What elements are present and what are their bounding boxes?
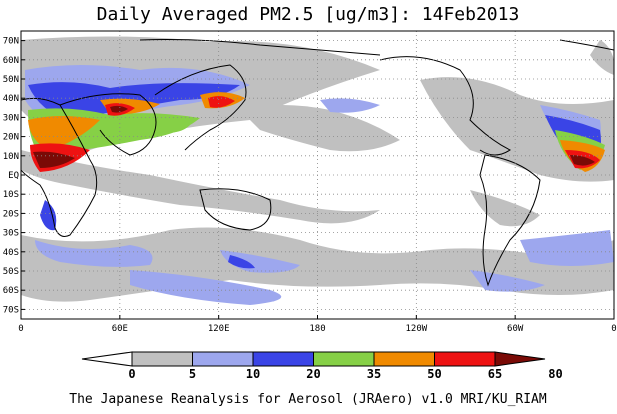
colorbar-box	[434, 351, 496, 367]
east-asia-coast	[154, 64, 247, 151]
colorbar-box	[313, 351, 375, 367]
lat-tick-label: EQ	[8, 171, 19, 181]
colorbar-level-label: 80	[548, 367, 562, 381]
level-80-plus-shading	[33, 105, 595, 168]
lat-tick-label: 10N	[3, 152, 19, 162]
colorbar-box	[192, 351, 254, 367]
latitude-axis: 70N 60N 50N 40N 30N 20N 10N EQ 10S 20S 30S 40S 50S 60…	[3, 37, 25, 315]
lat-tick-label: 40N	[3, 94, 19, 104]
colorbar-labels: 0 5 10 20 35 50 65 80	[128, 367, 562, 381]
chart-title: Daily Averaged PM2.5 [ug/m3]: 14Feb2013	[97, 4, 520, 25]
australia-coast	[199, 188, 272, 231]
colorbar-level-label: 0	[128, 367, 135, 381]
graticule	[21, 31, 614, 319]
colorbar-level-label: 35	[367, 367, 381, 381]
colorbar-level-label: 10	[246, 367, 260, 381]
colorbar-box	[373, 351, 435, 367]
colorbar-high-arrow	[494, 351, 546, 367]
lon-tick-label: 120E	[208, 324, 230, 334]
lat-tick-label: 50S	[3, 267, 19, 277]
lon-tick-label: 60W	[507, 324, 524, 334]
lat-tick-label: 50N	[3, 75, 19, 85]
colorbar-level-label: 5	[189, 367, 196, 381]
longitude-axis: 0 60E 120E 180 120W 60W 0	[18, 315, 617, 334]
lon-tick-label: 60E	[112, 324, 128, 334]
lat-tick-label: 60N	[3, 56, 19, 66]
lat-tick-label: 30S	[3, 229, 19, 239]
lon-tick-label: 0	[611, 324, 616, 334]
lat-tick-label: 10S	[3, 190, 19, 200]
greenland-coast	[559, 39, 614, 51]
arabia-india-coast	[59, 93, 157, 156]
colorbar-level-label: 20	[306, 367, 320, 381]
colorbar-box	[252, 351, 314, 367]
colorbar-box	[131, 351, 193, 367]
colorbar-level-label: 50	[427, 367, 441, 381]
lat-tick-label: 40S	[3, 248, 19, 258]
lat-tick-label: 20N	[3, 133, 19, 143]
colorbar-level-label: 65	[488, 367, 502, 381]
lon-tick-label: 0	[18, 324, 23, 334]
lat-tick-label: 60S	[3, 286, 19, 296]
lat-tick-label: 70N	[3, 37, 19, 47]
lat-tick-label: 70S	[3, 305, 19, 315]
colorbar-low-arrow	[81, 351, 133, 367]
credit-line: The Japanese Reanalysis for Aerosol (JRA…	[69, 392, 547, 407]
pm25-field	[21, 36, 614, 305]
coastlines	[21, 39, 614, 287]
arctic-coast	[139, 39, 381, 56]
lat-tick-label: 30N	[3, 113, 19, 123]
colorbar	[81, 351, 546, 367]
north-america-coast	[379, 56, 511, 156]
lon-tick-label: 120W	[405, 324, 427, 334]
south-america-coast	[479, 154, 541, 287]
lon-tick-label: 180	[309, 324, 325, 334]
africa-coast	[21, 97, 98, 237]
lat-tick-label: 20S	[3, 209, 19, 219]
